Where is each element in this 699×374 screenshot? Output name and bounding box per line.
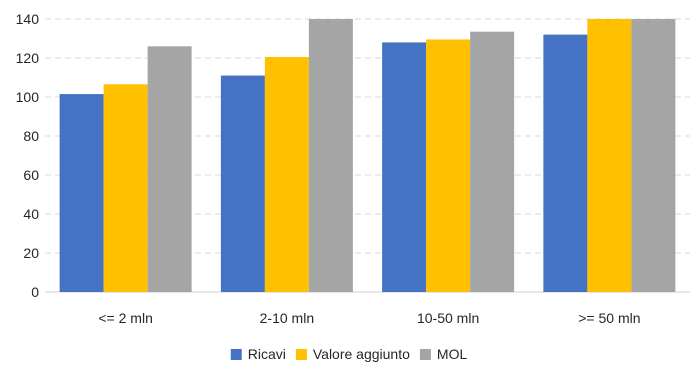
bars	[59, 19, 676, 293]
y-tick-label: 60	[23, 167, 39, 183]
legend-label: MOL	[437, 346, 468, 362]
x-category-label: >= 50 mln	[578, 310, 640, 326]
legend-label: Ricavi	[248, 346, 286, 362]
y-axis-tick-labels: 0 20 40 60 80 100 120 140	[16, 11, 40, 300]
bar-ricavi	[543, 34, 588, 292]
legend: Ricavi Valore aggiunto MOL	[230, 346, 468, 362]
bar-mol	[147, 46, 192, 292]
bar-ricavi	[382, 42, 427, 293]
y-tick-label: 120	[16, 50, 40, 66]
bar-mol	[308, 19, 353, 292]
x-category-label: 10-50 mln	[417, 310, 479, 326]
bar-mol	[470, 31, 515, 293]
bar-valore-aggiunto	[264, 57, 309, 293]
y-tick-label: 0	[31, 284, 39, 300]
y-tick-label: 140	[16, 11, 40, 27]
legend-swatch-ricavi	[230, 349, 242, 360]
bar-ricavi	[59, 94, 104, 292]
x-axis-category-labels: <= 2 mln 2-10 mln 10-50 mln >= 50 mln	[98, 310, 640, 326]
bar-valore-aggiunto	[426, 39, 471, 292]
bar-mol	[631, 19, 676, 292]
y-tick-label: 100	[16, 89, 40, 105]
legend-label: Valore aggiunto	[313, 346, 410, 362]
bar-valore-aggiunto	[103, 84, 148, 292]
y-tick-label: 80	[23, 128, 39, 144]
y-tick-label: 20	[23, 245, 39, 261]
y-tick-label: 40	[23, 206, 39, 222]
bar-ricavi	[220, 75, 265, 292]
legend-swatch-mol	[419, 349, 431, 360]
bar-valore-aggiunto	[587, 19, 632, 292]
x-category-label: 2-10 mln	[260, 310, 314, 326]
x-category-label: <= 2 mln	[98, 310, 152, 326]
legend-swatch-valore-aggiunto	[295, 349, 307, 360]
